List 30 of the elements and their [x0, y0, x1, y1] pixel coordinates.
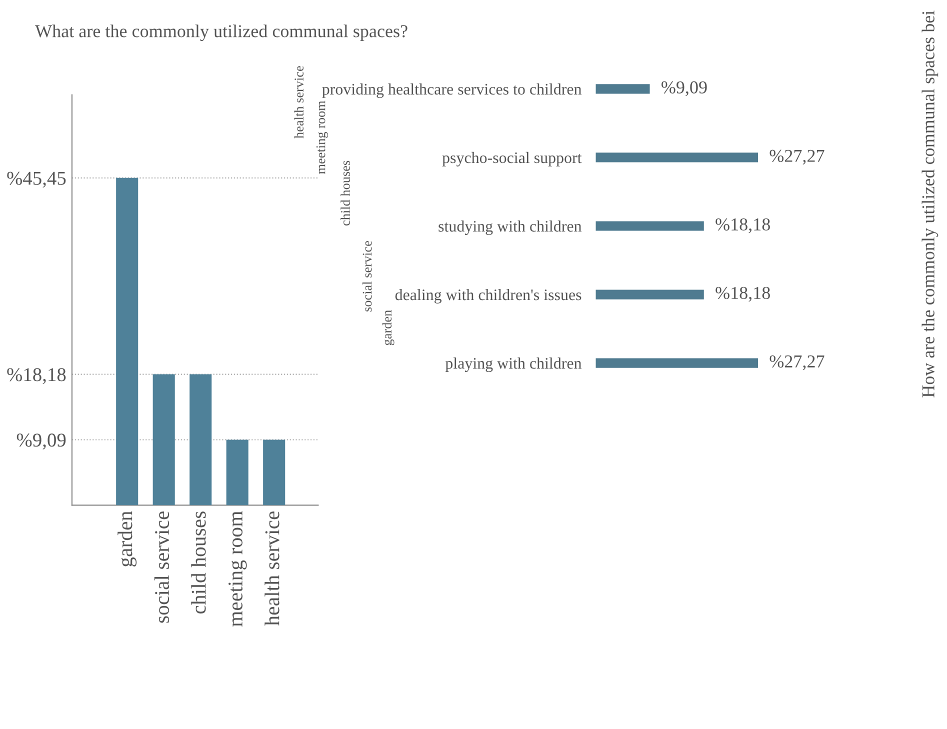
- x-tick-label: garden: [118, 511, 137, 567]
- annotation: health service: [294, 66, 304, 138]
- bar: [116, 178, 138, 506]
- y-tick-label: %45,45: [7, 172, 66, 188]
- y-tick-label: %18,18: [7, 368, 66, 384]
- text: child houses: [340, 160, 350, 226]
- y-tick-label: %9,09: [16, 434, 66, 450]
- text: garden: [382, 310, 394, 346]
- y-tick-label: dealing with children's issues: [395, 288, 582, 304]
- y-tick-label: studying with children: [438, 220, 582, 235]
- y-axis-title: How are the commonly utilized communal spaces bei: [922, 10, 938, 398]
- data-label: %9,09: [662, 81, 707, 96]
- chart-title: What are the commonly utilized communal spaces?: [35, 24, 408, 42]
- bar: [226, 440, 248, 506]
- text: social service: [362, 241, 372, 312]
- y-tick-label: playing with children: [445, 358, 582, 372]
- x-tick-label: meeting room: [228, 511, 247, 627]
- x-tick-label: child houses: [191, 512, 206, 614]
- annotation: meeting room: [316, 100, 328, 174]
- data-label: %27,27: [770, 355, 824, 370]
- data-label: %18,18: [716, 286, 770, 302]
- data-label: %18,18: [716, 218, 770, 234]
- bar: [263, 440, 286, 506]
- x-tick-label: health service: [264, 511, 280, 626]
- bar: [190, 374, 212, 506]
- y-tick-label: psycho-social support: [442, 152, 582, 166]
- bar: [152, 374, 175, 506]
- x-tick-label: social service: [154, 511, 170, 623]
- y-tick-label: providing healthcare services to children: [322, 83, 582, 98]
- data-label: %27,27: [770, 150, 824, 165]
